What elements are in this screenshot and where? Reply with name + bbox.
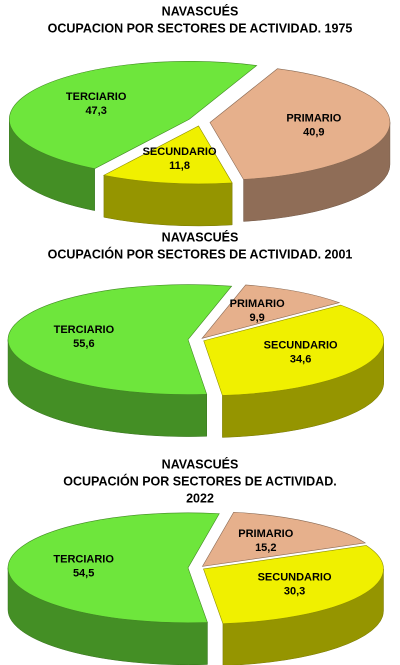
chart-title: NAVASCUÉS — [162, 3, 239, 18]
value-label: 55,6 — [73, 338, 94, 350]
slice — [201, 511, 367, 567]
slice — [7, 284, 233, 395]
value-label: 40,9 — [303, 127, 324, 139]
chart-subtitle: OCUPACION POR SECTORES DE ACTIVIDAD. 197… — [48, 21, 353, 35]
slice-label: SECUNDARIO — [258, 571, 332, 583]
pie — [7, 284, 384, 438]
slice — [203, 545, 384, 624]
slice-label: TERCIARIO — [53, 554, 114, 566]
slice-label: TERCIARIO — [54, 324, 115, 336]
value-label: 34,6 — [290, 354, 311, 366]
value-label: 11,8 — [169, 160, 190, 172]
chart-subtitle: OCUPACIÓN POR SECTORES DE ACTIVIDAD. 200… — [48, 246, 353, 261]
slice-label: SECUNDARIO — [264, 340, 338, 352]
value-label: 47,3 — [85, 105, 106, 117]
slice-label: PRIMARIO — [230, 298, 285, 310]
slice — [7, 512, 220, 624]
slice — [9, 60, 258, 169]
slice — [103, 125, 233, 185]
chart-title: NAVASCUÉS — [162, 456, 239, 471]
value-label: 15,2 — [255, 542, 276, 554]
slice-label: PRIMARIO — [286, 113, 341, 125]
slice-label: SECUNDARIO — [143, 146, 217, 158]
pie — [7, 511, 384, 665]
slice — [209, 68, 391, 180]
chart-subtitle: 2022 — [186, 491, 214, 505]
slice-label: TERCIARIO — [66, 91, 127, 103]
chart-subtitle: OCUPACIÓN POR SECTORES DE ACTIVIDAD. — [63, 473, 336, 488]
value-label: 30,3 — [284, 585, 305, 597]
pie — [9, 60, 391, 227]
slice — [201, 284, 341, 339]
value-label: 54,5 — [73, 568, 94, 580]
value-label: 9,9 — [249, 312, 264, 324]
chart-title: NAVASCUÉS — [162, 229, 239, 244]
slice-label: PRIMARIO — [238, 528, 293, 540]
slice — [203, 304, 384, 396]
